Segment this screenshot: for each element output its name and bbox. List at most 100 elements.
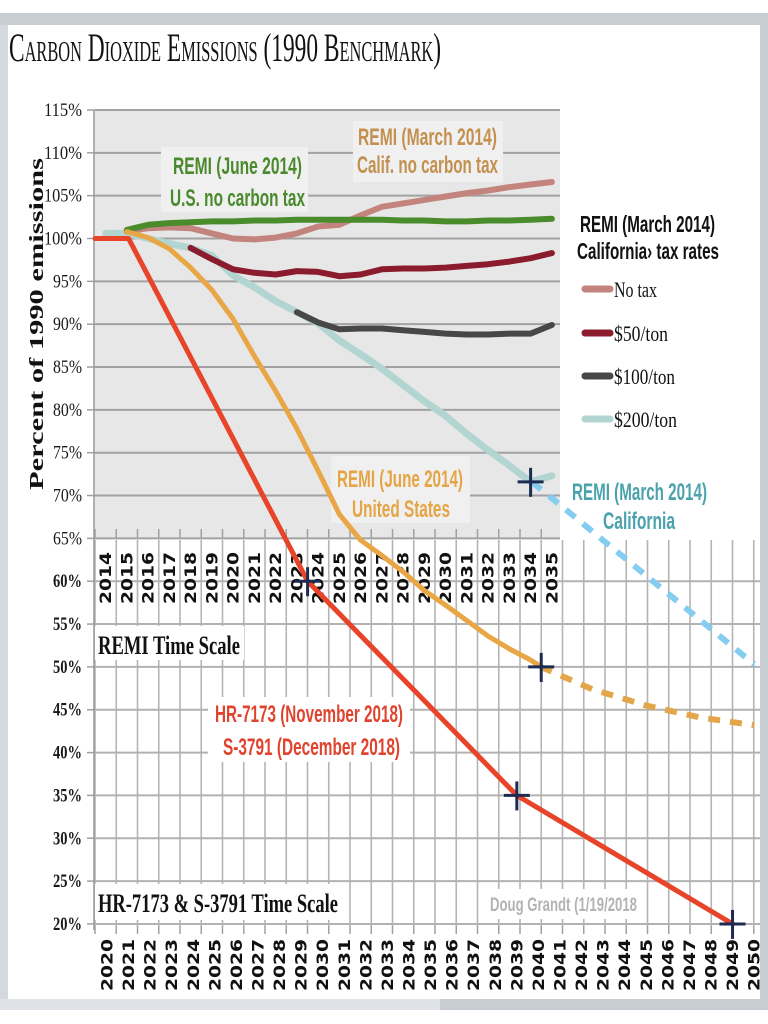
y-tick-label: 75% xyxy=(53,443,82,464)
bill-year-label: 2030 xyxy=(313,939,332,991)
bill-year-label: 2045 xyxy=(637,939,656,991)
remi-year-label: 2026 xyxy=(351,552,370,604)
series-ca-no-tax xyxy=(123,179,555,243)
y-tick-label: 45% xyxy=(53,700,82,721)
crosshair-marker xyxy=(294,567,321,597)
us-remi-label-line2: United States xyxy=(352,496,450,523)
remi-year-label: 2019 xyxy=(202,552,221,604)
bill-year-label: 2037 xyxy=(464,939,483,991)
bill-year-label: 2041 xyxy=(551,939,570,991)
remi-year-label: 2021 xyxy=(245,552,264,604)
remi-year-label: 2025 xyxy=(330,552,349,604)
y-tick-label: 115% xyxy=(44,100,82,121)
bill-year-label: 2031 xyxy=(335,939,354,991)
legend-entry: $50/ton xyxy=(581,321,668,346)
y-tick-label: 50% xyxy=(53,657,82,678)
y-tick-label: 20% xyxy=(53,914,82,935)
legend: REMI (March 2014) California› tax rates … xyxy=(577,211,719,432)
us-remi-label-box xyxy=(331,456,470,523)
remi-year-label: 2024 xyxy=(309,552,328,604)
remi-year-label: 2020 xyxy=(224,552,243,604)
annotation-backgrounds xyxy=(95,121,644,920)
bill-year-label: 2042 xyxy=(572,939,591,991)
series-ca-100-ton xyxy=(293,309,555,338)
bill-year-label: 2034 xyxy=(400,939,419,991)
calif-no-tax-label-line2: Calif. no carbon tax xyxy=(357,152,498,179)
remi-year-label: 2035 xyxy=(542,552,561,604)
legend-entry: No tax xyxy=(581,277,657,302)
y-tick-label: 25% xyxy=(53,871,82,892)
bill-year-label: 2033 xyxy=(378,939,397,991)
crosshair-marker xyxy=(517,467,544,497)
annotations: REMI (June 2014) U.S. no carbon tax REMI… xyxy=(98,124,707,918)
legend-label: $100/ton xyxy=(614,364,675,389)
bill-year-label: 2029 xyxy=(292,939,311,991)
bill-year-label: 2026 xyxy=(227,939,246,991)
bill-year-label: 2049 xyxy=(723,939,742,991)
legend-title-line1: REMI (March 2014) xyxy=(580,211,715,237)
remi-year-label: 2031 xyxy=(457,552,476,604)
y-tick-label: 65% xyxy=(53,528,82,549)
credit-box xyxy=(484,889,644,919)
legend-entries: No tax $50/ton $100/ton $200/ton xyxy=(581,277,677,432)
legend-label: $200/ton xyxy=(614,407,677,432)
y-tick-label: 95% xyxy=(53,271,82,292)
y-tick-label: 40% xyxy=(53,743,82,764)
series-us-extrapolation xyxy=(539,664,755,729)
bill-year-label: 2025 xyxy=(205,939,224,991)
y-tick-label: 85% xyxy=(53,357,82,378)
bill-time-scale-box xyxy=(95,884,342,920)
us-no-tax-label-line1: REMI (June 2014) xyxy=(173,153,302,180)
remi-time-scale-label: REMI Time Scale xyxy=(98,631,240,660)
series-ca-50-ton xyxy=(187,244,555,280)
ca-remi-label-line1: REMI (March 2014) xyxy=(572,479,707,506)
remi-year-label: 2016 xyxy=(139,552,158,604)
bill-year-label: 2020 xyxy=(98,939,117,991)
y-tick-label: 110% xyxy=(44,143,82,164)
bill-year-label: 2050 xyxy=(745,939,764,991)
remi-year-label: 2033 xyxy=(500,552,519,604)
bill-year-label: 2048 xyxy=(702,939,721,991)
series-ca-200-ton xyxy=(102,229,556,486)
bill-year-label: 2027 xyxy=(249,939,268,991)
bill-label-box xyxy=(208,697,410,762)
bill-year-label: 2035 xyxy=(421,939,440,991)
bill-year-label: 2043 xyxy=(594,939,613,991)
remi-year-label: 2015 xyxy=(117,552,136,604)
us-remi-label-line1: REMI (June 2014) xyxy=(337,466,463,493)
bill-label-line1: HR-7173 (November 2018) xyxy=(215,701,403,728)
y-tick-label: 70% xyxy=(53,486,82,507)
y-tick-label: 55% xyxy=(53,614,82,635)
bill-year-label: 2024 xyxy=(184,939,203,991)
bill-year-label: 2047 xyxy=(680,939,699,991)
y-tick-label: 30% xyxy=(53,828,82,849)
bill-year-label: 2021 xyxy=(119,939,138,991)
y-axis-title: Percent of 1990 emissions xyxy=(26,158,48,490)
bill-time-scale-label: HR-7173 & S-3791 Time Scale xyxy=(98,889,338,918)
remi-year-label: 2017 xyxy=(160,552,179,604)
y-tick-labels: 115% 110% 105% 100% 95% 90% 85% 80% 75% 70% 65% 60%… xyxy=(44,100,82,935)
bill-year-label: 2028 xyxy=(270,939,289,991)
series-us-no-tax xyxy=(123,215,555,233)
legend-label: No tax xyxy=(614,277,657,302)
crosshair-marker xyxy=(503,781,530,811)
y-tick-label: 105% xyxy=(44,186,82,207)
y-tick-label: 60% xyxy=(53,571,82,592)
legend-title-line2: California› tax rates xyxy=(577,238,719,264)
bill-year-label: 2032 xyxy=(356,939,375,991)
series-us-remi xyxy=(124,229,544,670)
author-credit: Doug Grandt (1/19/2018 xyxy=(490,895,637,916)
window-frame xyxy=(0,13,768,1010)
remi-year-label: 2032 xyxy=(479,552,498,604)
bill-year-label: 2022 xyxy=(141,939,160,991)
bill-year-label: 2039 xyxy=(507,939,526,991)
crosshair-marker xyxy=(719,909,746,939)
calif-no-tax-label-box xyxy=(353,121,503,182)
frame-top-bar xyxy=(0,13,768,25)
remi-year-label: 2022 xyxy=(266,552,285,604)
bill-year-label: 2036 xyxy=(443,939,462,991)
remi-year-label: 2030 xyxy=(436,552,455,604)
legend-label: $50/ton xyxy=(614,321,668,346)
series-ca-extrapolation xyxy=(529,479,757,667)
